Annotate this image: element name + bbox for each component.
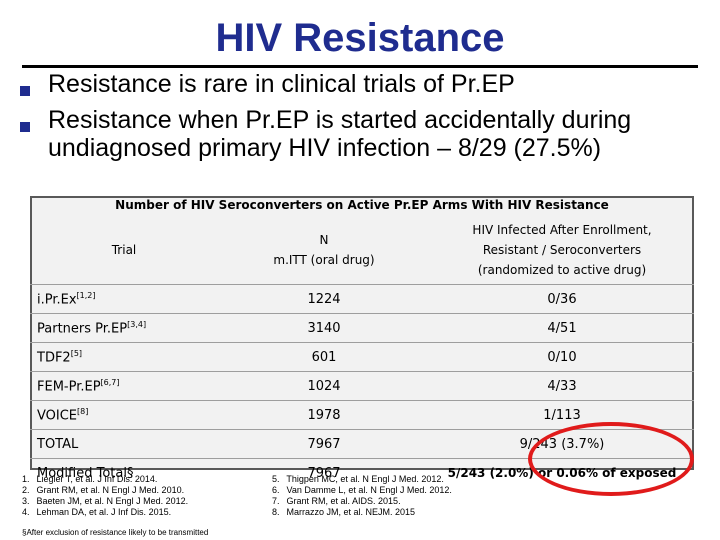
- n-cell: 1024: [218, 371, 430, 401]
- n-cell: 7967: [218, 458, 430, 487]
- bullet-item: Resistance when Pr.EP is started acciden…: [20, 106, 710, 162]
- highlight-ellipse: [528, 422, 694, 496]
- reference-item: 8. Marrazzo JM, et al. NEJM. 2015: [272, 507, 416, 517]
- trial-cell: TOTAL: [30, 429, 218, 459]
- resistance-cell: 1/113: [430, 400, 694, 430]
- n-cell: 7967: [218, 429, 430, 459]
- bullet-list: Resistance is rare in clinical trials of…: [20, 70, 710, 162]
- trial-cell: i.Pr.Ex[1,2]: [30, 284, 218, 314]
- square-bullet-icon: [20, 70, 48, 106]
- n-cell: 1224: [218, 284, 430, 314]
- header-res-line1: HIV Infected After Enrollment,: [472, 223, 652, 237]
- header-n-line2: m.ITT (oral drug): [273, 253, 375, 267]
- reference-item: 5. Thigpen MC, et al. N Engl J Med. 2012…: [272, 474, 444, 484]
- page-title: HIV Resistance: [215, 16, 505, 60]
- resistance-cell: 4/51: [430, 313, 694, 343]
- title-divider: [22, 65, 698, 68]
- bullet-text: Resistance when Pr.EP is started acciden…: [48, 106, 632, 162]
- square-bullet-icon: [20, 106, 48, 162]
- resistance-cell: 0/36: [430, 284, 694, 314]
- header-trial: Trial: [111, 243, 137, 257]
- reference-item: 2. Grant RM, et al. N Engl J Med. 2010.: [22, 485, 185, 495]
- table-row: i.Pr.Ex[1,2] 1224 0/36: [30, 284, 694, 314]
- table-row: VOICE[8] 1978 1/113: [30, 400, 694, 430]
- table-caption: Number of HIV Seroconverters on Active P…: [115, 198, 609, 212]
- table-header-row: Trial N m.ITT (oral drug) HIV Infected A…: [30, 216, 694, 285]
- reference-item: 6. Van Damme L, et al. N Engl J Med. 201…: [272, 485, 452, 495]
- reference-item: 4. Lehman DA, et al. J Inf Dis. 2015.: [22, 507, 172, 517]
- table-row: TDF2[5] 601 0/10: [30, 342, 694, 372]
- references-left: 1. Liegler T, et al. J Inf Dis. 2014. 2.…: [22, 474, 188, 518]
- n-cell: 1978: [218, 400, 430, 430]
- header-n-line1: N: [319, 233, 329, 247]
- trial-cell: FEM-Pr.EP[6,7]: [30, 371, 218, 401]
- resistance-cell: 0/10: [430, 342, 694, 372]
- bullet-item: Resistance is rare in clinical trials of…: [20, 70, 710, 106]
- references-right: 5. Thigpen MC, et al. N Engl J Med. 2012…: [272, 474, 452, 518]
- header-n: N m.ITT (oral drug): [218, 216, 430, 285]
- table-row: FEM-Pr.EP[6,7] 1024 4/33: [30, 371, 694, 401]
- reference-item: 7. Grant RM, et al. AIDS. 2015.: [272, 496, 401, 506]
- footnote: §After exclusion of resistance likely to…: [22, 528, 209, 537]
- n-cell: 601: [218, 342, 430, 372]
- header-res-line2: Resistant / Seroconverters: [482, 243, 642, 257]
- bullet-text: Resistance is rare in clinical trials of…: [48, 70, 515, 98]
- reference-item: 1. Liegler T, et al. J Inf Dis. 2014.: [22, 474, 158, 484]
- table-row: Partners Pr.EP[3,4] 3140 4/51: [30, 313, 694, 343]
- trial-cell: Modified Total§: [30, 458, 218, 487]
- header-resistance: HIV Infected After Enrollment, Resistant…: [430, 216, 694, 285]
- trial-cell: TDF2[5]: [30, 342, 218, 372]
- n-cell: 3140: [218, 313, 430, 343]
- resistance-cell: 4/33: [430, 371, 694, 401]
- trial-cell: Partners Pr.EP[3,4]: [30, 313, 218, 343]
- reference-item: 3. Baeten JM, et al. N Engl J Med. 2012.: [22, 496, 189, 506]
- trial-cell: VOICE[8]: [30, 400, 218, 430]
- header-res-line3: (randomized to active drug): [477, 263, 647, 277]
